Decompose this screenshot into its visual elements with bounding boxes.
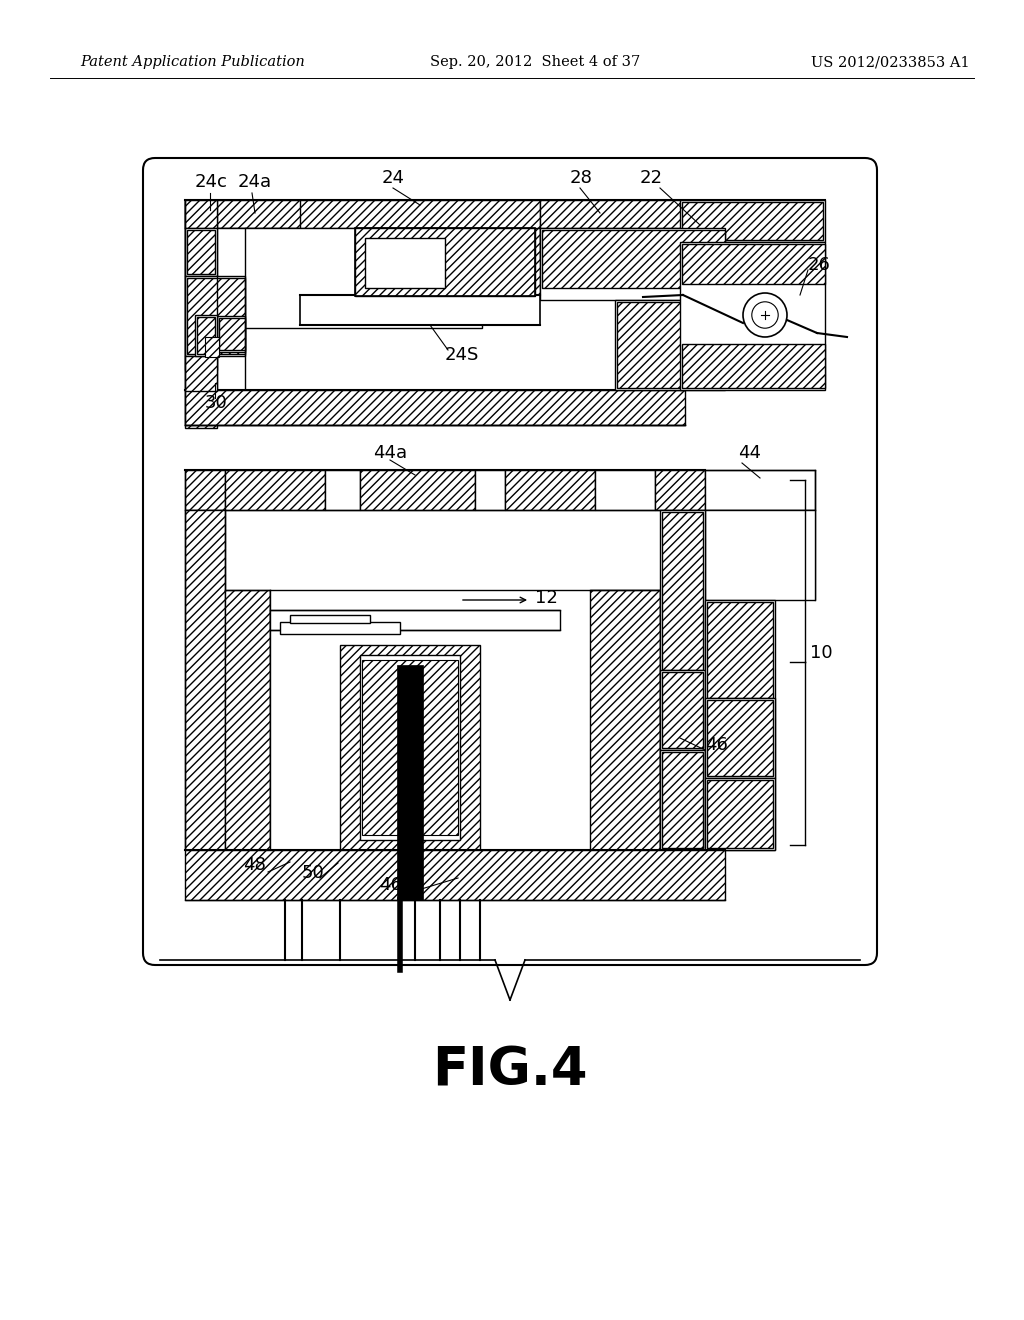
Bar: [225, 590, 270, 850]
Bar: [185, 201, 680, 228]
Text: 30: 30: [205, 393, 227, 412]
Bar: [185, 356, 217, 391]
Bar: [185, 276, 245, 356]
Bar: [705, 777, 775, 850]
Bar: [680, 201, 825, 242]
Bar: [185, 201, 217, 428]
Text: 44a: 44a: [373, 444, 408, 462]
Text: 24: 24: [382, 169, 404, 187]
Bar: [707, 700, 773, 776]
Bar: [660, 750, 705, 850]
Bar: [540, 228, 725, 300]
Bar: [185, 850, 725, 900]
Text: 28: 28: [570, 169, 593, 187]
Bar: [197, 317, 215, 354]
Bar: [660, 671, 705, 750]
Bar: [219, 318, 245, 350]
Bar: [185, 470, 225, 510]
Bar: [705, 510, 815, 601]
Bar: [300, 294, 540, 325]
Text: Patent Application Publication: Patent Application Publication: [80, 55, 305, 69]
Bar: [325, 470, 360, 510]
Bar: [185, 201, 217, 370]
Bar: [340, 645, 480, 850]
Bar: [682, 202, 823, 240]
Text: 10: 10: [810, 644, 833, 663]
Bar: [682, 244, 825, 284]
Bar: [615, 300, 725, 389]
Text: 12: 12: [535, 589, 558, 607]
Bar: [707, 780, 773, 847]
Text: US 2012/0233853 A1: US 2012/0233853 A1: [811, 55, 970, 69]
Text: 48: 48: [244, 855, 266, 874]
Text: 24c: 24c: [195, 173, 228, 191]
Bar: [705, 601, 775, 850]
Text: 26: 26: [808, 256, 830, 275]
Bar: [542, 230, 725, 288]
Bar: [475, 470, 505, 510]
Bar: [660, 510, 705, 850]
Bar: [595, 470, 655, 510]
Bar: [707, 602, 773, 698]
Bar: [205, 337, 219, 356]
Bar: [185, 510, 225, 850]
Bar: [187, 230, 215, 275]
Bar: [682, 345, 825, 388]
Bar: [590, 590, 660, 850]
Text: 22: 22: [640, 169, 663, 187]
Bar: [185, 201, 680, 228]
Bar: [280, 622, 400, 634]
Text: 50: 50: [302, 865, 325, 882]
Text: 44: 44: [738, 444, 761, 462]
Bar: [397, 665, 423, 900]
Bar: [655, 470, 705, 510]
Bar: [185, 228, 217, 276]
Bar: [270, 590, 660, 850]
Bar: [540, 201, 715, 260]
Text: 46: 46: [705, 737, 728, 754]
Bar: [187, 279, 245, 354]
Bar: [662, 672, 703, 748]
Text: Sep. 20, 2012  Sheet 4 of 37: Sep. 20, 2012 Sheet 4 of 37: [430, 55, 640, 69]
Bar: [680, 242, 825, 389]
Text: FIG.4: FIG.4: [432, 1044, 588, 1096]
Bar: [300, 201, 540, 294]
Bar: [270, 610, 560, 630]
Text: 24S: 24S: [445, 346, 479, 364]
Bar: [662, 752, 703, 847]
Bar: [290, 615, 370, 623]
Bar: [360, 655, 460, 840]
Bar: [185, 389, 685, 425]
Bar: [365, 238, 445, 288]
Bar: [662, 512, 703, 671]
Bar: [195, 315, 217, 356]
Bar: [505, 470, 595, 510]
Bar: [355, 228, 535, 296]
Bar: [225, 470, 325, 510]
Bar: [705, 470, 815, 510]
Bar: [617, 302, 725, 388]
Bar: [360, 470, 475, 510]
Bar: [705, 698, 775, 777]
Text: 46at: 46at: [380, 876, 421, 894]
Text: 24a: 24a: [238, 173, 272, 191]
Bar: [217, 228, 482, 327]
Bar: [355, 228, 535, 296]
Bar: [362, 660, 458, 836]
Bar: [217, 315, 245, 352]
